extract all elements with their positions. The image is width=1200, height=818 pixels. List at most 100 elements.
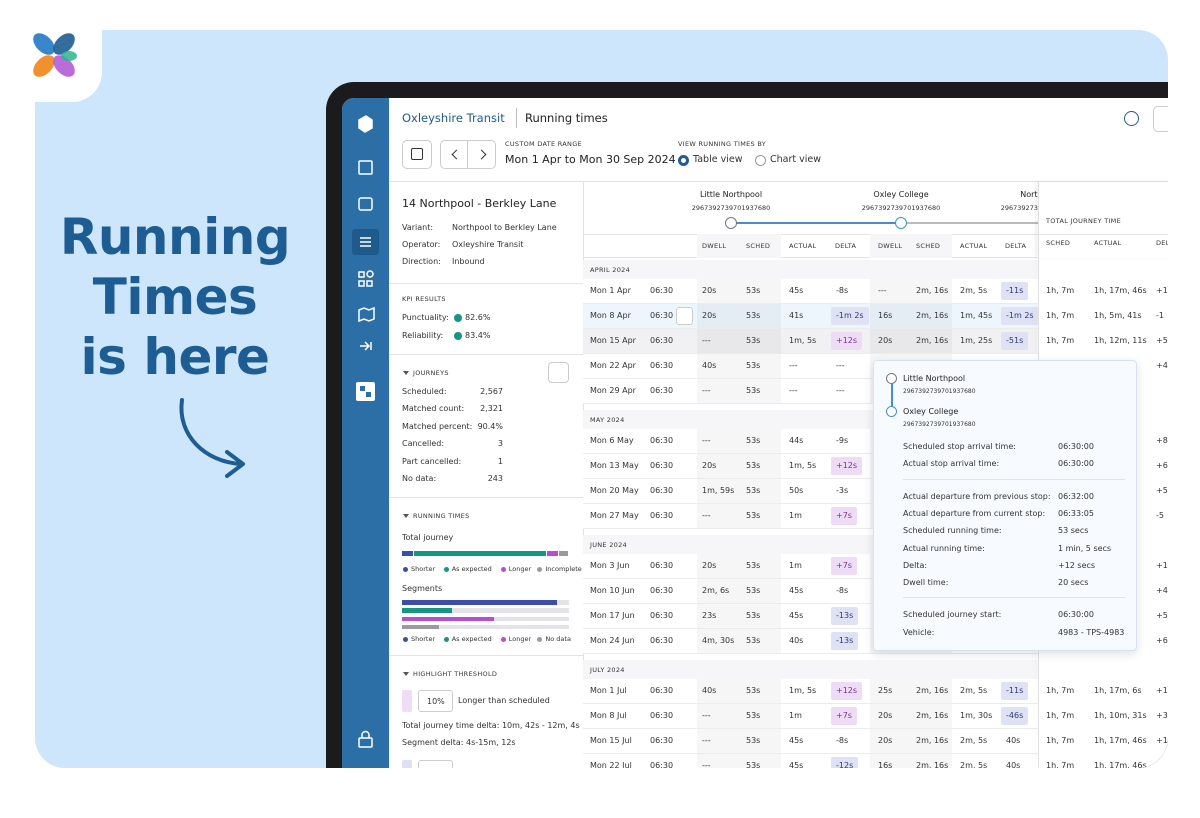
table-row[interactable] xyxy=(583,303,1038,329)
row-label: Mon 1 Apr xyxy=(590,286,631,295)
chart-toggle-button[interactable] xyxy=(548,362,569,383)
cell: 45s xyxy=(789,761,804,770)
row-label: 06:30 xyxy=(650,636,674,645)
table-row[interactable] xyxy=(583,678,1038,704)
threshold-input[interactable]: 10% xyxy=(418,690,453,712)
prev-button[interactable] xyxy=(440,140,468,169)
delta-cell: -8s xyxy=(836,286,849,295)
row-label: 06:30 xyxy=(650,486,674,495)
stop-id: 2967392739701937680 xyxy=(861,204,941,212)
row-label: Mon 29 Apr xyxy=(590,386,636,395)
row-label: 06:30 xyxy=(650,736,674,745)
segment-track xyxy=(402,608,569,613)
table-row[interactable] xyxy=(583,728,1038,754)
panel-separator xyxy=(389,497,583,498)
cell: --- xyxy=(702,386,711,395)
segment-track xyxy=(402,624,569,630)
journey-label: Matched count: xyxy=(402,404,465,414)
delta-cell: -12s xyxy=(831,757,859,768)
cell: 40s xyxy=(702,686,717,695)
cell: 1m xyxy=(789,511,802,520)
legend-dot xyxy=(537,566,543,572)
row-label: 06:30 xyxy=(650,336,674,345)
tooltip-label: Actual departure from previous stop: xyxy=(903,491,1051,501)
cell: 2m, 16s xyxy=(916,736,949,745)
threshold-swatch xyxy=(402,690,412,712)
cell: 45s xyxy=(789,611,804,620)
view-option: Chart view xyxy=(770,154,822,165)
cell: 2m, 16s xyxy=(916,711,949,720)
date-range: Mon 1 Apr to Mon 30 Sep 2024 xyxy=(505,153,676,166)
section-toggle[interactable] xyxy=(403,371,409,375)
threshold-input[interactable] xyxy=(418,760,453,768)
section-toggle[interactable] xyxy=(403,514,409,518)
delta-cell: +12s xyxy=(831,457,863,475)
headline: Running xyxy=(59,208,291,266)
cell: 53s xyxy=(746,336,761,345)
table-row[interactable] xyxy=(583,753,1038,768)
delta-cell: -3s xyxy=(836,486,849,495)
threshold-label: Longer than scheduled xyxy=(458,696,550,705)
swap-button[interactable] xyxy=(676,307,693,325)
table-row[interactable] xyxy=(583,703,1038,729)
cell: 20s xyxy=(702,561,717,570)
tooltip-label: Scheduled running time: xyxy=(903,526,1002,536)
view-option: Table view xyxy=(693,154,743,165)
view-radio[interactable] xyxy=(678,155,689,166)
row-label: Mon 24 Jun xyxy=(590,636,635,645)
row-label: 06:30 xyxy=(650,511,674,520)
calendar-button[interactable] xyxy=(402,140,432,169)
row-label: 06:30 xyxy=(650,761,674,770)
delta-cell: +7s xyxy=(831,507,857,525)
tooltip-separator xyxy=(903,478,1125,480)
cell: 1h, 7m xyxy=(1046,761,1075,770)
row-label: Mon 22 Apr xyxy=(590,361,636,370)
section-title: KPI RESULTS xyxy=(402,295,446,303)
cell: 45s xyxy=(789,286,804,295)
detail-value: Northpool to Berkley Lane xyxy=(452,223,557,232)
cell: +4 xyxy=(1156,586,1168,595)
cell: 2m, 5s xyxy=(960,736,988,745)
cell: 40s xyxy=(789,636,804,645)
table-row[interactable] xyxy=(583,278,1038,304)
cell: 20s xyxy=(702,311,717,320)
kpi-label: Punctuality: xyxy=(402,313,449,322)
cell: +8 xyxy=(1156,436,1168,445)
column-header: DELTA xyxy=(835,242,857,250)
export-button[interactable] xyxy=(1153,106,1168,132)
section-toggle[interactable] xyxy=(403,672,409,676)
cell: 1h, 12m, 11s xyxy=(1094,336,1147,345)
view-radio[interactable] xyxy=(755,155,766,166)
row-label: 06:30 xyxy=(650,436,674,445)
detail-label: Operator: xyxy=(402,240,441,249)
tooltip-label: Actual departure from current stop: xyxy=(903,508,1046,518)
cell: 40s xyxy=(702,361,717,370)
table-row[interactable] xyxy=(583,328,1038,354)
cell: 2m, 5s xyxy=(960,286,988,295)
column-shade xyxy=(870,234,908,258)
kpi-dot xyxy=(454,314,462,322)
month-label: MAY 2024 xyxy=(590,416,625,424)
row-label: Mon 8 Jul xyxy=(590,711,627,720)
cell: +6 xyxy=(1156,636,1168,645)
delta-cell: -13s xyxy=(831,607,859,625)
tooltip-value: 06:30:00 xyxy=(1058,459,1094,469)
help-button[interactable] xyxy=(1124,111,1139,126)
delta-cell: -8s xyxy=(836,736,849,745)
cell: --- xyxy=(702,336,711,345)
next-button[interactable] xyxy=(468,140,496,169)
cell: 1m xyxy=(789,711,802,720)
headline: Times xyxy=(92,268,258,326)
column-shade xyxy=(870,279,908,303)
cell: 1h, 17m, 46s xyxy=(1094,761,1147,770)
row-label: 06:30 xyxy=(650,386,674,395)
section-title: RUNNING TIMES xyxy=(413,512,470,520)
cell: 20s xyxy=(702,286,717,295)
detail-value: Inbound xyxy=(452,257,485,266)
cell: 1m, 59s xyxy=(702,486,735,495)
cell: 1h, 17m, 46s xyxy=(1094,736,1147,745)
cell: 1m, 25s xyxy=(960,336,993,345)
cell: 4m, 30s xyxy=(702,636,735,645)
cell: 53s xyxy=(746,286,761,295)
tooltip-separator xyxy=(903,597,1125,599)
